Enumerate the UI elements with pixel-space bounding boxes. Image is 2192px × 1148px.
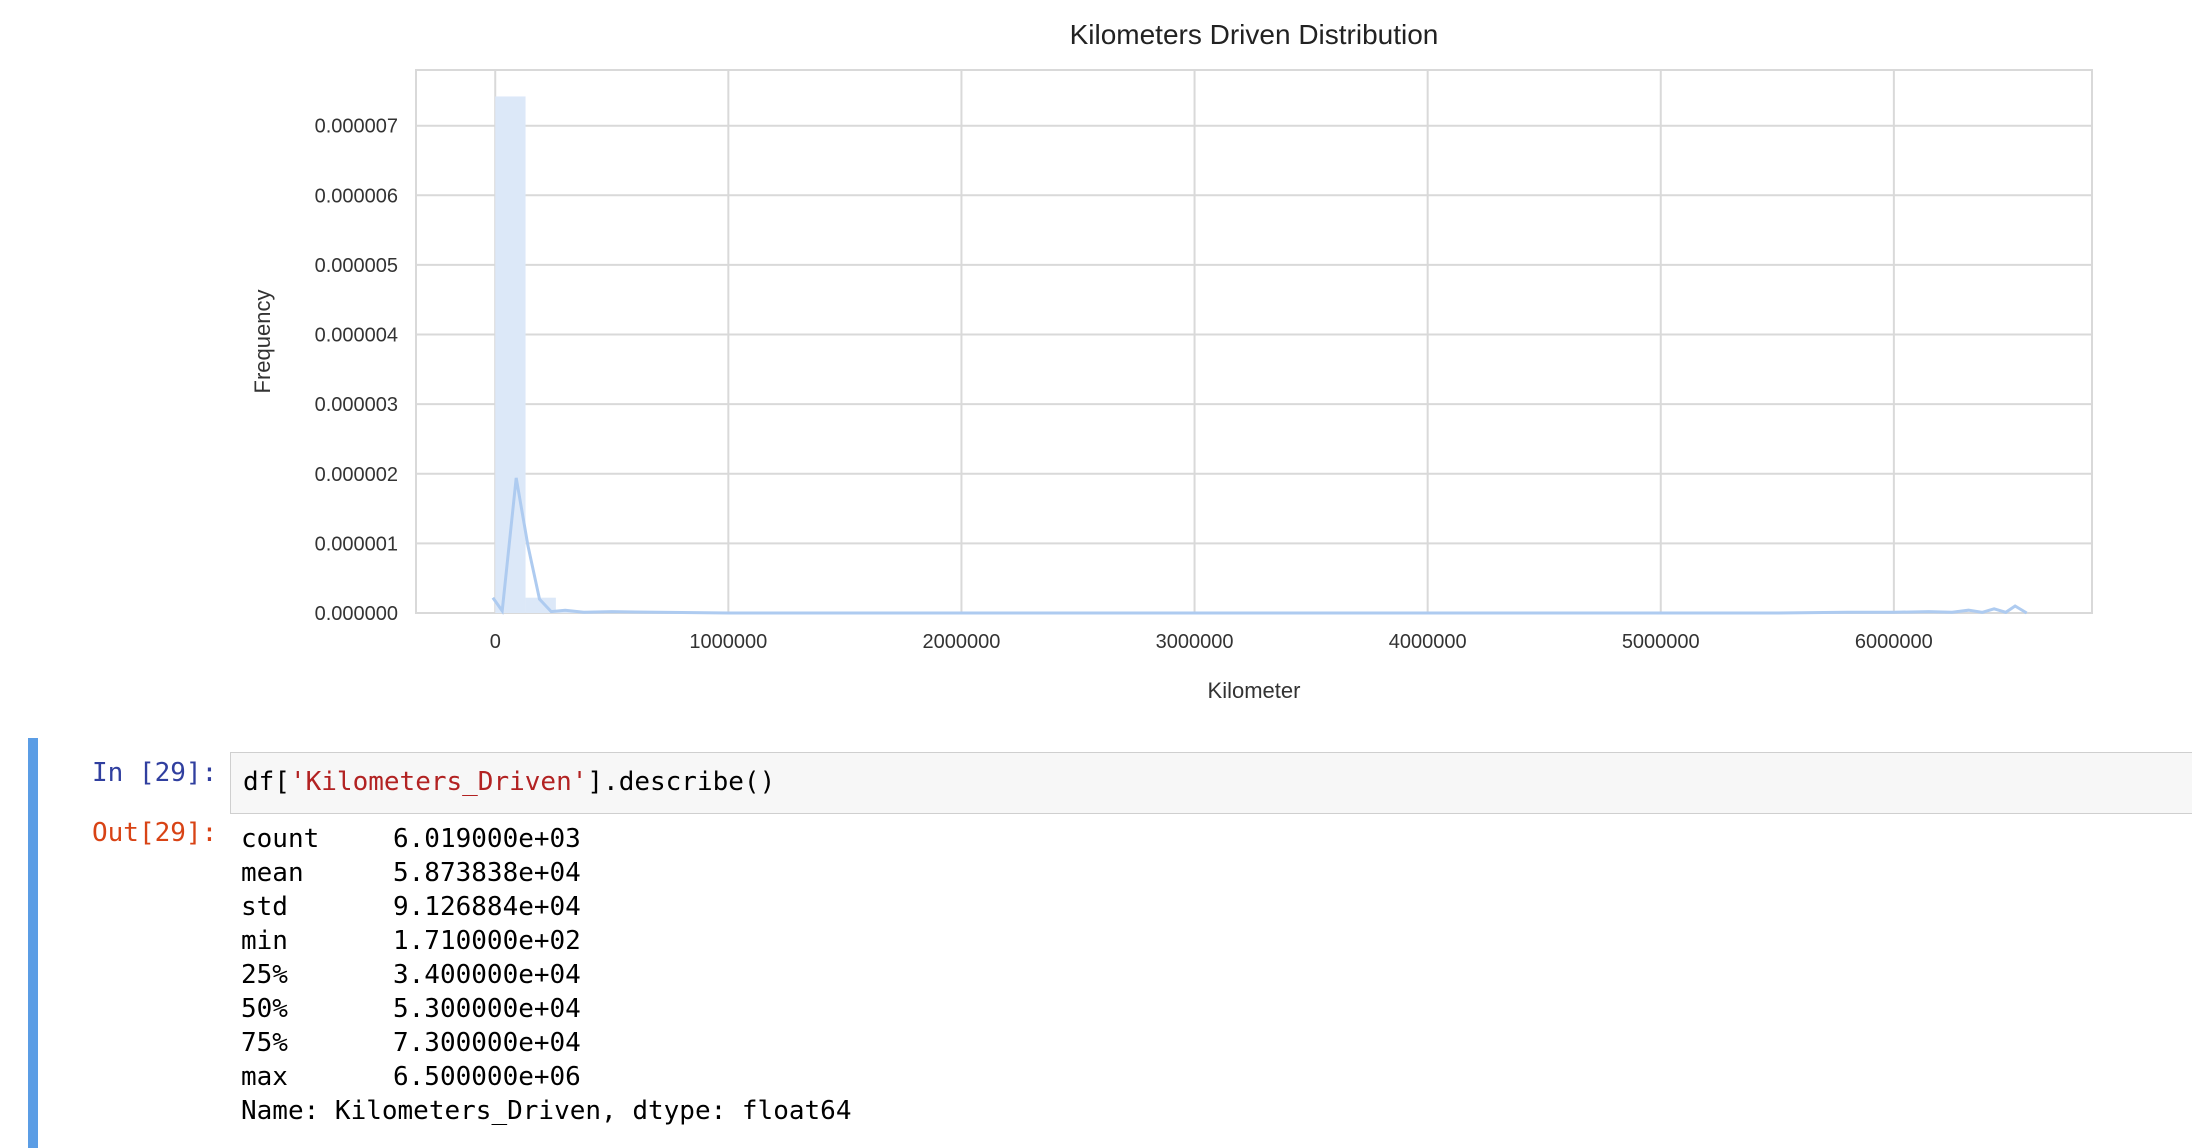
stat-row: std 9.126884e+04 [241, 890, 851, 924]
x-tick-label: 2000000 [923, 631, 1001, 653]
x-tick-label: 4000000 [1389, 631, 1467, 653]
histogram-chart: 0.000000 0.000001 0.000002 0.000003 0.000004… [250, 19, 2093, 703]
plot-frame [415, 69, 2093, 614]
y-tick-label: 0.000007 [315, 116, 398, 138]
stat-key: 50% [241, 994, 288, 1024]
code-input[interactable]: df['Kilometers_Driven'].describe() [230, 752, 2192, 814]
y-axis-label: Frequency [250, 290, 275, 394]
y-tick-label: 0.000005 [315, 255, 398, 277]
describe-output: count 6.019000e+03 mean 5.873838e+04 std 9.… [241, 822, 851, 1128]
code-suffix: ].describe() [587, 767, 776, 797]
x-tick-label: 6000000 [1855, 631, 1933, 653]
stat-row: max 6.500000e+06 [241, 1060, 851, 1094]
y-tick-label: 0.000004 [315, 325, 398, 347]
code-string: 'Kilometers_Driven' [289, 767, 588, 797]
x-tick-label: 5000000 [1622, 631, 1700, 653]
output-prompt: Out[29]: [92, 818, 218, 848]
chart-area: 0.000000 0.000001 0.000002 0.000003 0.000004… [250, 19, 2093, 703]
code-prefix: df[ [243, 767, 290, 797]
stat-key: max [241, 1062, 288, 1092]
stat-value: 7.300000e+04 [393, 1028, 581, 1058]
y-tick-label: 0.000001 [315, 533, 398, 555]
y-tick-label: 0.000003 [315, 394, 398, 416]
stat-key: 75% [241, 1028, 288, 1058]
stat-row: 75% 7.300000e+04 [241, 1026, 851, 1060]
stat-value: 6.500000e+06 [393, 1062, 581, 1092]
stat-value: 6.019000e+03 [393, 824, 581, 854]
x-axis-label: Kilometer [1208, 678, 1301, 703]
x-tick-label: 3000000 [1156, 631, 1234, 653]
stat-key: 25% [241, 960, 288, 990]
kde-line [491, 477, 2028, 616]
stat-row: 25% 3.400000e+04 [241, 958, 851, 992]
stat-row: count 6.019000e+03 [241, 822, 851, 856]
y-tick-label: 0.000006 [315, 185, 398, 207]
stat-key: count [241, 824, 320, 854]
x-tick-label: 1000000 [689, 631, 767, 653]
input-prompt: In [29]: [92, 758, 218, 788]
code-text: df['Kilometers_Driven'].describe() [243, 767, 775, 797]
stat-key: mean [241, 858, 304, 888]
stat-key: min [241, 926, 288, 956]
stat-key: std [241, 892, 288, 922]
y-tick-label: 0.000002 [315, 464, 398, 486]
stat-value: 3.400000e+04 [393, 960, 581, 990]
stat-row: mean 5.873838e+04 [241, 856, 851, 890]
stat-value: 5.873838e+04 [393, 858, 581, 888]
stat-value: 1.710000e+02 [393, 926, 581, 956]
y-tick-label: 0.000000 [315, 603, 398, 625]
stat-value: 5.300000e+04 [393, 994, 581, 1024]
x-tick-label: 0 [490, 631, 501, 653]
notebook-cell[interactable]: In [29]: df['Kilometers_Driven'].describ… [28, 738, 2192, 1148]
output-footer: Name: Kilometers_Driven, dtype: float64 [241, 1096, 852, 1126]
chart-title: Kilometers Driven Distribution [1070, 19, 1439, 50]
stat-value: 9.126884e+04 [393, 892, 581, 922]
stat-row: 50% 5.300000e+04 [241, 992, 851, 1026]
stat-row: min 1.710000e+02 [241, 924, 851, 958]
